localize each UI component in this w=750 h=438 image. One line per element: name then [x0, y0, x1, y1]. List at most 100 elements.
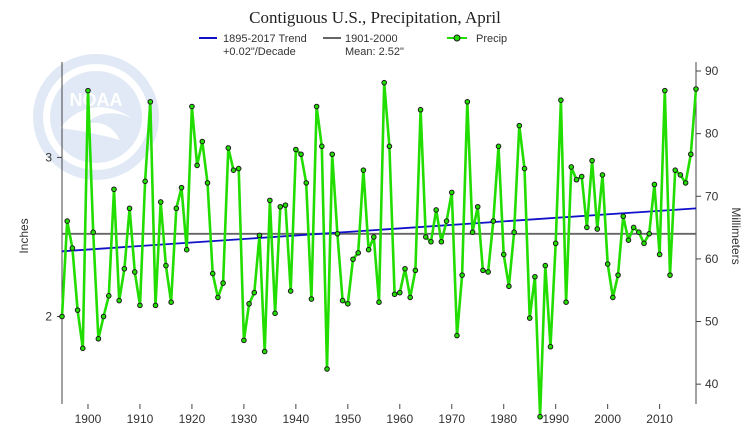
data-point	[371, 234, 377, 240]
data-point	[532, 273, 538, 280]
data-point	[69, 245, 76, 251]
data-point	[225, 145, 232, 151]
x-tick-label: 1990	[542, 412, 569, 426]
data-point	[516, 122, 523, 129]
data-point	[95, 335, 102, 342]
data-point	[604, 261, 611, 267]
data-point	[105, 293, 112, 299]
data-point	[261, 348, 268, 355]
noaa-watermark-text: NOAA	[70, 90, 123, 110]
y-tick-label-right: 40	[705, 377, 719, 391]
data-point	[256, 232, 263, 239]
data-point	[59, 313, 65, 320]
legend-mean-line2: Mean: 2.52"	[345, 46, 404, 58]
data-point	[485, 269, 491, 275]
data-point	[147, 98, 154, 105]
data-point	[111, 186, 117, 193]
data-point	[293, 146, 299, 153]
data-point	[563, 299, 569, 305]
data-point	[584, 224, 590, 231]
data-point	[194, 162, 200, 169]
data-point	[355, 250, 362, 256]
data-point	[64, 218, 70, 224]
data-point	[641, 240, 647, 247]
data-point	[589, 157, 595, 164]
data-point	[116, 297, 122, 304]
data-point	[552, 240, 559, 247]
data-point	[251, 289, 258, 296]
data-point	[298, 151, 304, 158]
data-point	[511, 229, 517, 236]
data-point	[199, 138, 206, 145]
data-point	[464, 98, 471, 105]
x-tick-label: 2010	[646, 412, 673, 426]
data-point	[173, 205, 180, 212]
data-point	[381, 79, 387, 86]
data-point	[272, 310, 278, 317]
data-point	[303, 180, 310, 186]
data-point	[209, 270, 216, 277]
data-point	[558, 97, 564, 103]
data-point	[246, 300, 252, 307]
data-point	[506, 283, 512, 290]
data-point	[391, 291, 398, 298]
data-point	[594, 226, 601, 232]
data-point	[220, 280, 226, 286]
data-point	[183, 246, 190, 253]
data-point	[438, 238, 445, 245]
data-point	[651, 181, 658, 188]
data-point	[178, 184, 185, 191]
data-point	[630, 224, 637, 231]
x-tick-label: 1920	[179, 412, 206, 426]
x-tick-label: 1930	[231, 412, 258, 426]
data-point	[85, 87, 91, 94]
legend-precip-label: Precip	[476, 33, 507, 45]
data-point	[360, 167, 367, 173]
data-point	[469, 229, 476, 236]
data-point	[636, 229, 642, 236]
legend-item-precip: Precip	[447, 33, 507, 45]
legend-item-mean: 1901-2000 Mean: 2.52"	[323, 33, 404, 58]
data-point	[339, 297, 346, 304]
data-point	[287, 288, 294, 294]
data-point	[521, 165, 528, 172]
data-point	[547, 343, 554, 350]
chart-title: Contiguous U.S., Precipitation, April	[249, 8, 501, 27]
data-point	[677, 172, 684, 178]
data-point	[407, 294, 413, 301]
data-point	[137, 302, 143, 309]
legend-mean-line1: 1901-2000	[345, 33, 398, 45]
data-point	[126, 205, 133, 212]
data-point	[667, 272, 673, 278]
x-tick-label: 1980	[490, 412, 517, 426]
data-point	[448, 189, 455, 196]
data-point	[526, 315, 533, 321]
data-point	[443, 218, 450, 224]
y-tick-label-right: 70	[705, 189, 719, 203]
data-point	[693, 86, 699, 92]
data-point	[90, 229, 96, 236]
x-tick-label: 1970	[438, 412, 465, 426]
data-point	[386, 143, 393, 150]
data-point	[412, 267, 419, 274]
data-point	[350, 256, 356, 263]
data-point	[241, 337, 247, 344]
plot-marks: 1900 1910 1920 1930 1940 1950 1960 1970 1980 1990…	[45, 64, 718, 426]
data-point	[267, 197, 273, 204]
data-point	[495, 143, 502, 150]
x-tick-label: 1940	[283, 412, 310, 426]
trend-line	[61, 207, 697, 253]
data-point	[573, 176, 580, 183]
data-point	[402, 265, 408, 272]
data-point	[345, 300, 351, 307]
data-point	[646, 230, 653, 237]
y-tick-label-left: 2	[45, 310, 52, 324]
data-point	[433, 207, 439, 213]
data-point	[189, 103, 195, 110]
data-point	[121, 265, 128, 272]
y-tick-label-right: 60	[705, 252, 719, 266]
data-point	[215, 294, 221, 301]
noaa-watermark: NOAA	[33, 54, 159, 180]
data-point	[79, 345, 86, 352]
